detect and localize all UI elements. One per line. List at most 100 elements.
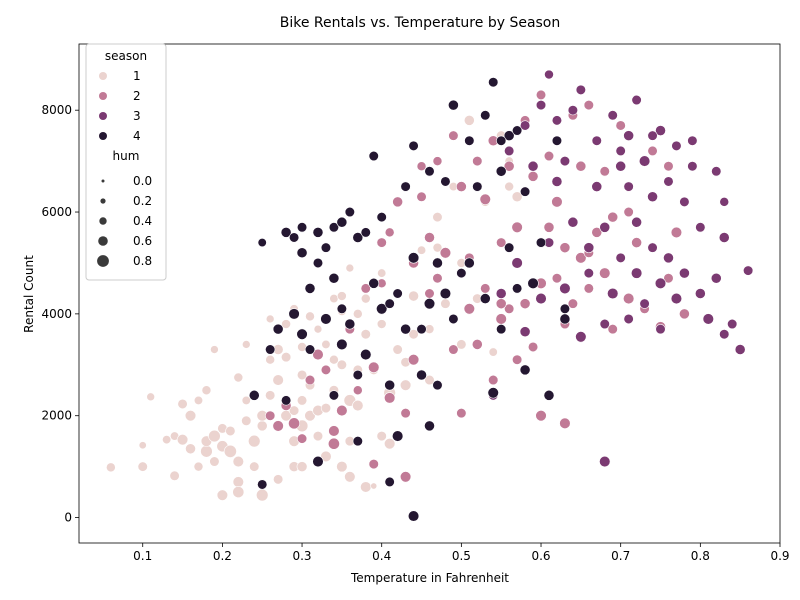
legend-marker-season-2: [99, 92, 107, 100]
scatter-point-season-1: [137, 461, 148, 472]
scatter-point-season-3: [727, 318, 738, 330]
scatter-point-season-2: [623, 292, 635, 305]
scatter-point-season-1: [208, 429, 221, 443]
scatter-point-season-2: [456, 408, 467, 419]
legend-hue-title: season: [105, 49, 147, 63]
scatter-point-season-2: [679, 308, 690, 320]
scatter-point-season-2: [551, 273, 563, 284]
scatter-point-season-2: [511, 221, 523, 233]
scatter-point-season-1: [424, 374, 435, 386]
scatter-point-season-3: [647, 130, 658, 141]
scatter-point-season-1: [305, 311, 315, 322]
legend-marker-season-3: [99, 112, 107, 120]
scatter-point-season-1: [256, 488, 269, 502]
scatter-point-season-4: [344, 206, 355, 218]
scatter-point-season-3: [671, 140, 682, 151]
scatter-point-season-3: [639, 298, 650, 309]
scatter-point-season-2: [496, 237, 507, 248]
scatter-point-season-2: [543, 221, 555, 233]
scatter-point-season-4: [464, 135, 475, 146]
scatter-point-season-4: [527, 277, 539, 289]
scatter-point-season-4: [519, 364, 531, 376]
scatter-point-season-2: [543, 150, 555, 162]
scatter-point-season-4: [336, 303, 347, 314]
scatter-point-season-2: [472, 156, 483, 167]
scatter-point-season-3: [599, 318, 610, 330]
scatter-point-season-4: [448, 313, 459, 325]
scatter-point-season-1: [345, 263, 355, 273]
scatter-point-season-4: [312, 455, 324, 468]
scatter-point-season-4: [400, 181, 411, 192]
legend-label-hum: 0.6: [133, 234, 152, 248]
scatter-point-season-4: [543, 389, 555, 401]
scatter-point-season-2: [647, 145, 658, 157]
scatter-point-season-3: [710, 272, 722, 284]
scatter-point-season-2: [407, 354, 420, 366]
scatter-point-season-3: [599, 221, 611, 233]
scatter-point-season-4: [328, 390, 340, 401]
scatter-point-season-3: [544, 69, 554, 80]
scatter-point-season-4: [336, 216, 348, 228]
scatter-point-season-4: [328, 272, 340, 284]
scatter-point-season-1: [138, 441, 147, 450]
scatter-point-season-2: [384, 392, 396, 404]
scatter-point-season-4: [551, 135, 563, 146]
legend-label-season: 2: [133, 89, 141, 103]
scatter-point-season-2: [296, 433, 308, 444]
scatter-point-season-1: [312, 430, 324, 442]
scatter-point-season-4: [400, 323, 411, 335]
scatter-point-season-2: [328, 425, 340, 437]
scatter-point-season-2: [670, 226, 683, 239]
x-tick-label: 0.2: [213, 549, 232, 563]
scatter-point-season-2: [607, 211, 619, 223]
scatter-point-season-4: [328, 222, 340, 233]
scatter-point-season-1: [281, 352, 292, 363]
scatter-point-season-3: [567, 105, 578, 116]
x-axis-label: Temperature in Fahrenheit: [350, 571, 509, 585]
y-tick-label: 6000: [41, 205, 72, 219]
scatter-point-season-3: [607, 287, 619, 300]
scatter-point-season-1: [281, 319, 291, 329]
scatter-point-season-3: [551, 115, 563, 126]
scatter-point-season-3: [647, 191, 658, 203]
scatter-point-season-2: [320, 364, 332, 375]
y-ticks: 0 2000 4000 6000 8000: [41, 103, 79, 525]
scatter-point-season-2: [479, 193, 491, 205]
scatter-point-season-4: [496, 324, 507, 335]
scatter-point-season-1: [233, 372, 244, 383]
scatter-point-season-4: [463, 257, 475, 269]
y-tick-label: 8000: [41, 103, 72, 117]
scatter-point-season-4: [424, 166, 435, 177]
scatter-point-season-2: [663, 161, 674, 172]
scatter-point-season-3: [670, 292, 683, 305]
scatter-point-season-3: [535, 292, 547, 305]
scatter-point-season-4: [416, 369, 427, 381]
scatter-point-season-1: [336, 359, 347, 370]
scatter-point-season-1: [176, 433, 189, 446]
scatter-point-season-1: [223, 444, 237, 458]
scatter-point-season-4: [487, 387, 499, 399]
scatter-point-season-1: [232, 486, 245, 499]
scatter-point-season-3: [559, 156, 571, 167]
legend-marker-hum: [98, 236, 108, 246]
scatter-point-season-1: [488, 347, 498, 357]
scatter-point-season-3: [519, 120, 531, 131]
x-tick-label: 0.4: [372, 549, 391, 563]
scatter-point-season-4: [439, 287, 452, 300]
scatter-point-season-4: [296, 247, 308, 259]
scatter-point-season-2: [376, 237, 387, 248]
scatter-point-season-2: [583, 99, 594, 111]
scatter-point-season-3: [679, 196, 690, 207]
scatter-point-season-1: [416, 245, 427, 255]
scatter-point-season-3: [519, 326, 531, 338]
scatter-point-season-2: [519, 298, 531, 310]
scatter-point-season-3: [575, 84, 586, 95]
scatter-point-season-1: [370, 482, 378, 490]
scatter-point-season-1: [200, 445, 213, 458]
scatter-point-season-3: [615, 252, 626, 263]
legend-size-title: hum: [113, 149, 140, 163]
scatter-point-season-2: [663, 273, 674, 284]
scatter-point-season-3: [663, 252, 674, 264]
scatter-point-season-2: [599, 267, 611, 279]
